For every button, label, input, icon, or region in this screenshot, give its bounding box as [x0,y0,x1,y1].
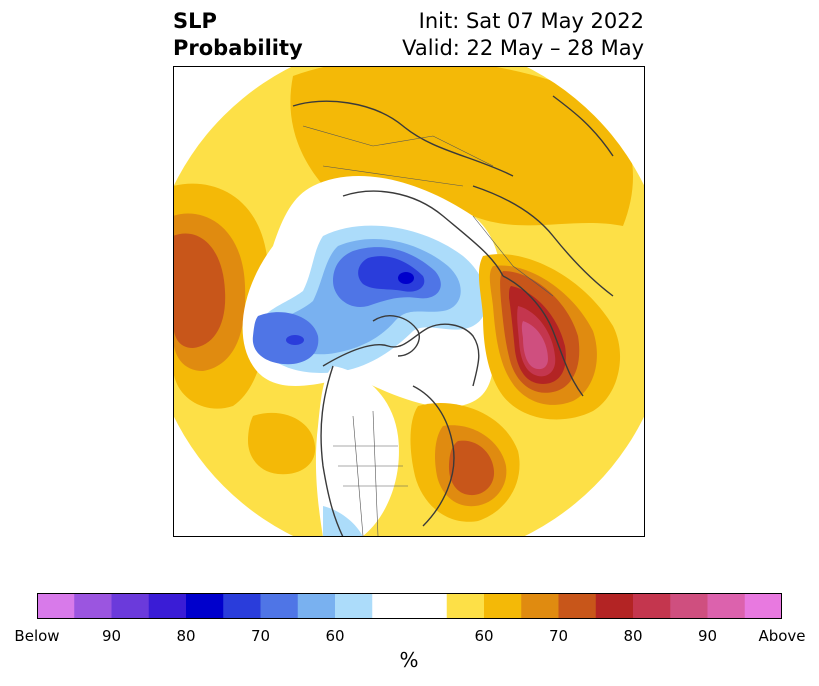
colorbar [37,593,782,619]
colorbar-tick-label: 90 [101,627,122,645]
shaded-field [173,66,645,537]
colorbar-segment [297,593,336,619]
colorbar-segment [260,593,299,619]
colorbar-segment [74,593,112,619]
colorbar-segment [409,593,448,619]
colorbar-segment [521,593,559,619]
init-date: Init: Sat 07 May 2022 [418,9,644,33]
colorbar-segment [446,593,485,619]
title-type: Probability [173,36,303,60]
colorbar-tick-label: 70 [250,627,271,645]
colorbar-segment [633,593,671,619]
map-frame [173,66,645,537]
colorbar-tick-label: 70 [548,627,569,645]
coastlines [292,95,614,537]
colorbar-segment [372,593,410,619]
colorbar-tick-label: 60 [325,627,345,645]
map-title-right: Init: Sat 07 May 2022 Valid: 22 May – 28… [402,8,644,62]
colorbar-tick-label: Above [758,627,806,645]
valid-range: Valid: 22 May – 28 May [402,36,644,60]
colorbar-segment [223,593,261,619]
colorbar-frame [37,593,782,619]
colorbar-segment [111,593,150,619]
colorbar-segment [37,593,75,619]
colorbar-segment [148,593,187,619]
colorbar-tick-label: 90 [697,627,718,645]
colorbar-segment [707,593,746,619]
map-title-left: SLP Probability [173,8,303,62]
political-borders [302,125,554,537]
colorbar-segment [670,593,708,619]
colorbar-tick-label: 60 [474,627,494,645]
colorbar-tick-label: Below [14,627,60,645]
colorbar-segment [744,593,782,619]
colorbar-segment [335,593,373,619]
colorbar-segment [186,593,224,619]
colorbar-segment [558,593,597,619]
colorbar-tick-label: 80 [623,627,643,645]
colorbar-segment [595,593,634,619]
title-variable: SLP [173,9,217,33]
probability-map [173,66,645,537]
colorbar-unit-label: % [399,648,419,672]
colorbar-tick-label: 80 [176,627,196,645]
colorbar-segment [484,593,522,619]
